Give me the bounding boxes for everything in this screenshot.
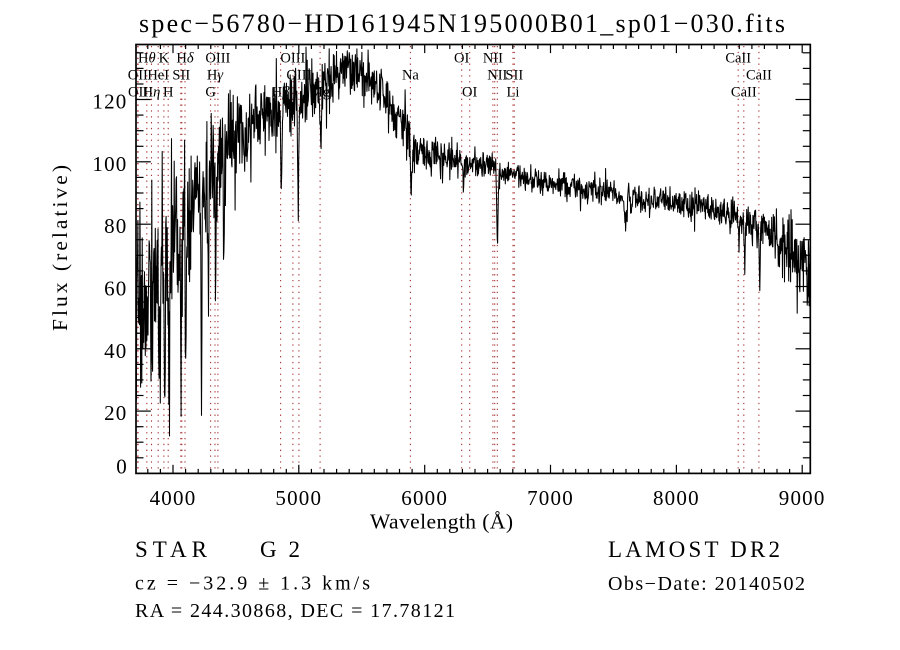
- svg-text:20: 20: [104, 401, 127, 425]
- svg-text:80: 80: [104, 214, 127, 238]
- svg-text:Obs−Date: 20140502: Obs−Date: 20140502: [608, 573, 805, 595]
- svg-text:7000: 7000: [527, 486, 574, 510]
- svg-text:5000: 5000: [275, 486, 322, 510]
- svg-text:HeI: HeI: [147, 67, 169, 83]
- svg-text:CaII: CaII: [725, 50, 751, 66]
- svg-text:RA = 244.30868, DEC = 17.7812: RA = 244.30868, DEC = 17.78121: [135, 600, 455, 622]
- svg-text:Li: Li: [507, 85, 520, 101]
- svg-text:Na: Na: [402, 67, 419, 83]
- svg-text:NII: NII: [487, 67, 507, 83]
- svg-text:Hβ: Hβ: [272, 85, 290, 101]
- svg-text:H: H: [163, 85, 174, 101]
- svg-text:OII: OII: [128, 85, 148, 101]
- svg-text:Hθ: Hθ: [138, 50, 156, 66]
- svg-text:cz = −32.9 ± 1.3 km/s: cz = −32.9 ± 1.3 km/s: [135, 573, 370, 595]
- svg-text:OI: OI: [454, 50, 469, 66]
- svg-text:CaII: CaII: [746, 67, 772, 83]
- svg-text:OIII: OIII: [205, 50, 230, 66]
- svg-text:40: 40: [104, 339, 127, 363]
- svg-text:OIII: OIII: [286, 67, 311, 83]
- svg-text:6000: 6000: [401, 486, 448, 510]
- svg-text:G: G: [205, 85, 216, 101]
- svg-text:SII: SII: [505, 67, 523, 83]
- svg-text:OII: OII: [128, 67, 148, 83]
- svg-text:Wavelength (Å): Wavelength (Å): [370, 510, 513, 534]
- svg-text:Mg: Mg: [310, 85, 330, 101]
- svg-text:SII: SII: [172, 67, 190, 83]
- svg-text:CaII: CaII: [731, 85, 757, 101]
- svg-text:Flux (relative): Flux (relative): [48, 165, 72, 331]
- svg-text:0: 0: [116, 455, 128, 479]
- svg-text:100: 100: [92, 152, 127, 176]
- svg-text:LAMOST DR2: LAMOST DR2: [608, 537, 780, 562]
- svg-text:NII: NII: [483, 50, 503, 66]
- svg-text:9000: 9000: [779, 486, 826, 510]
- svg-text:K: K: [159, 50, 170, 66]
- svg-text:Hη: Hη: [143, 85, 161, 101]
- svg-text:60: 60: [104, 277, 127, 301]
- svg-text:4000: 4000: [150, 486, 197, 510]
- svg-text:spec−56780−HD161945N195000B01_: spec−56780−HD161945N195000B01_sp01−030.f…: [139, 9, 785, 38]
- svg-text:OI: OI: [462, 85, 477, 101]
- svg-text:OIII: OIII: [280, 50, 305, 66]
- svg-text:STAR: STAR: [135, 537, 208, 562]
- svg-text:120: 120: [92, 90, 127, 114]
- svg-text:8000: 8000: [653, 486, 700, 510]
- svg-text:Hγ: Hγ: [207, 67, 224, 83]
- svg-text:Hδ: Hδ: [176, 50, 193, 66]
